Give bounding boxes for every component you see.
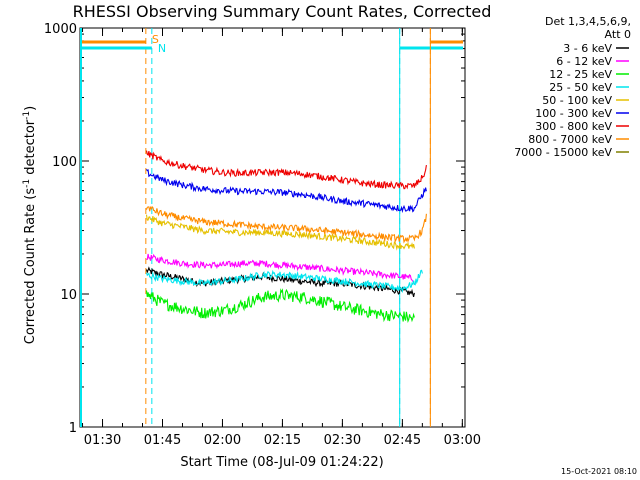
y-tick-label: 100 (52, 155, 77, 170)
chart-title: RHESSI Observing Summary Count Rates, Co… (73, 2, 492, 21)
x-tick-label: 02:30 (324, 433, 361, 448)
x-tick-label: 01:30 (84, 433, 121, 448)
legend-label: 7000 - 15000 keV (514, 146, 612, 159)
series-line (145, 288, 415, 324)
x-axis-label: Start Time (08-Jul-09 01:24:22) (180, 455, 383, 470)
x-tick-label: 01:45 (144, 433, 181, 448)
marker-label-s: S (152, 33, 159, 46)
y-tick-label: 1000 (44, 22, 77, 37)
legend-label: 100 - 300 keV (535, 107, 612, 120)
series-line (146, 253, 415, 283)
series-line (145, 214, 415, 251)
y-axis-label-end: ) (23, 106, 38, 111)
y-axis-label-sup1: -1 (22, 179, 32, 188)
legend-header-line2: Att 0 (605, 28, 631, 41)
legend-label: 12 - 25 keV (549, 68, 612, 81)
y-axis-label-main: Corrected Count Rate (s (23, 188, 38, 345)
timestamp: 15-Oct-2021 08:10 (561, 467, 637, 476)
legend-label: 3 - 6 keV (563, 42, 612, 55)
legend-label: 300 - 800 keV (535, 120, 612, 133)
legend-header-line1: Det 1,3,4,5,6,9, (545, 15, 631, 28)
legend-label: 6 - 12 keV (556, 55, 612, 68)
x-tick-label: 02:45 (384, 433, 421, 448)
series-line (145, 205, 427, 244)
series-line (146, 169, 427, 214)
x-tick-label: 02:15 (264, 433, 301, 448)
y-axis-label-sup2: -1 (22, 111, 32, 120)
legend-label: 50 - 100 keV (542, 94, 612, 107)
y-tick-label: 10 (60, 288, 77, 303)
series-line (145, 150, 427, 190)
legend-label: 25 - 50 keV (549, 81, 612, 94)
series-line (145, 269, 423, 294)
y-axis-label: Corrected Count Rate (s-1 detector-1) (22, 106, 38, 344)
x-tick-label: 03:00 (444, 433, 481, 448)
y-axis-label-mid: detector (23, 119, 38, 179)
y-tick-label: 1 (69, 421, 77, 436)
marker-label-n: N (158, 42, 166, 55)
x-tick-label: 02:00 (204, 433, 241, 448)
legend-label: 800 - 7000 keV (528, 133, 612, 146)
